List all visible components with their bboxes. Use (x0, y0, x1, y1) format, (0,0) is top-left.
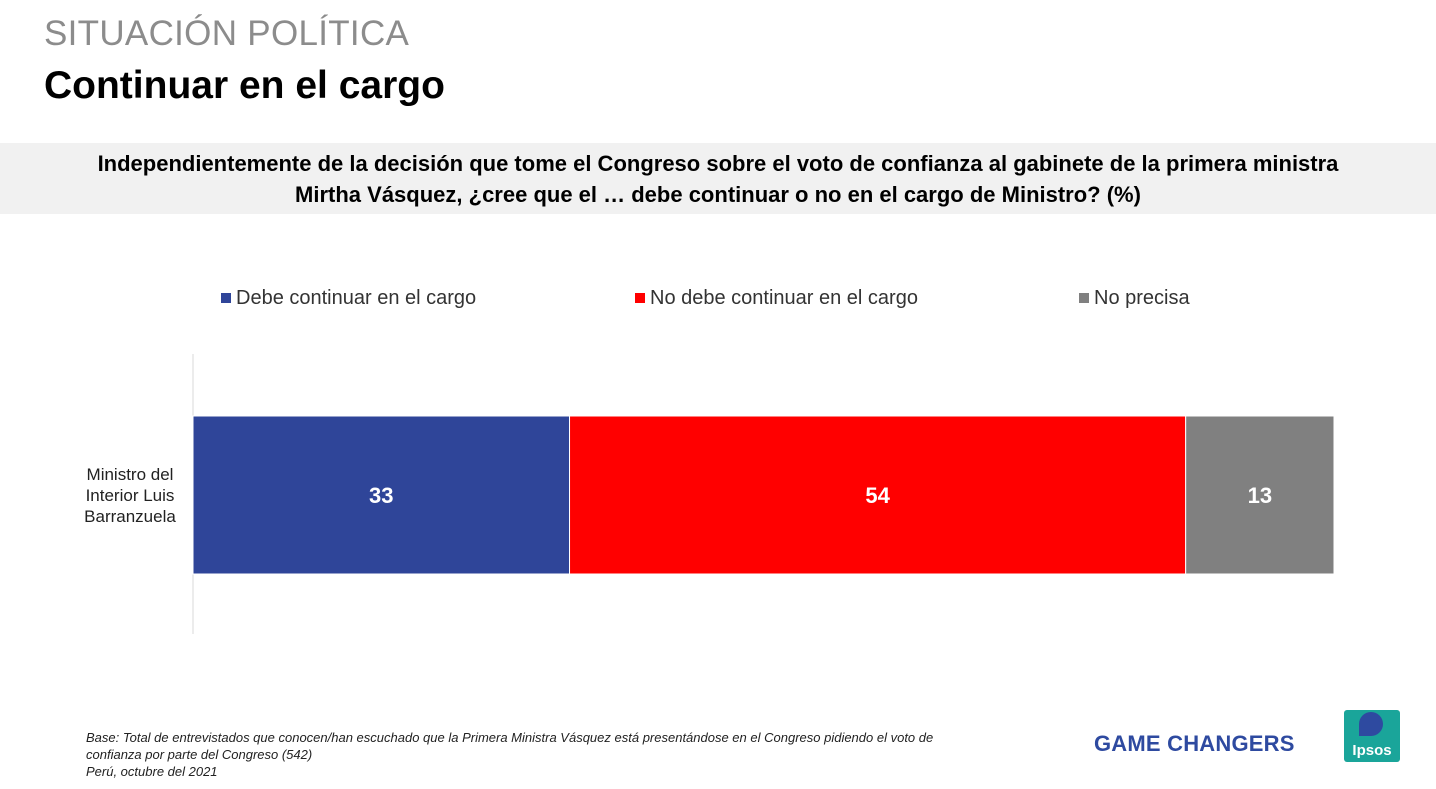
brand-tagline: GAME CHANGERS (1094, 731, 1295, 756)
category-label-line: Interior Luis (85, 486, 175, 505)
legend-swatch (221, 293, 231, 303)
footnote: Base: Total de entrevistados que conocen… (86, 729, 1026, 780)
category-label-line: Barranzuela (84, 507, 176, 526)
chart-legend: Debe continuar en el cargo No debe conti… (0, 284, 1436, 312)
legend-swatch (635, 293, 645, 303)
legend-label: No debe continuar en el cargo (650, 286, 918, 309)
ipsos-logo: Ipsos (1344, 710, 1400, 762)
footnote-line: Perú, octubre del 2021 (86, 764, 218, 779)
stacked-bar-chart: 33 54 13 (192, 354, 1335, 634)
bar-value-label-2: 54 (865, 483, 890, 508)
legend-item-no-precisa: No precisa (1079, 284, 1190, 312)
legend-swatch (1079, 293, 1089, 303)
question-line-2: Mirtha Vásquez, ¿cree que el … debe cont… (295, 182, 1141, 207)
bar-segment-1 (192, 415, 571, 575)
legend-item-debe-continuar: Debe continuar en el cargo (221, 284, 476, 312)
legend-label: No precisa (1094, 286, 1190, 309)
footnote-line: Base: Total de entrevistados que conocen… (86, 730, 934, 745)
bar-value-label-3: 13 (1248, 483, 1272, 508)
footnote-line: confianza por parte del Congreso (542) (86, 747, 313, 762)
category-label-line: Ministro del (86, 465, 174, 484)
category-label: Ministro del Interior Luis Barranzuela (60, 464, 200, 527)
legend-item-no-debe-continuar: No debe continuar en el cargo (635, 284, 918, 312)
question-line-1: Independientemente de la decisión que to… (97, 151, 1339, 176)
bar-segment-3 (1185, 415, 1335, 575)
legend-label: Debe continuar en el cargo (236, 286, 477, 309)
page-title: Continuar en el cargo (44, 64, 445, 107)
question-banner: Independientemente de la decisión que to… (0, 143, 1436, 214)
logo-mark-icon (1359, 712, 1383, 736)
logo-text: Ipsos (1352, 742, 1392, 759)
section-label: SITUACIÓN POLÍTICA (44, 14, 410, 53)
bar-value-label-1: 33 (369, 483, 393, 508)
